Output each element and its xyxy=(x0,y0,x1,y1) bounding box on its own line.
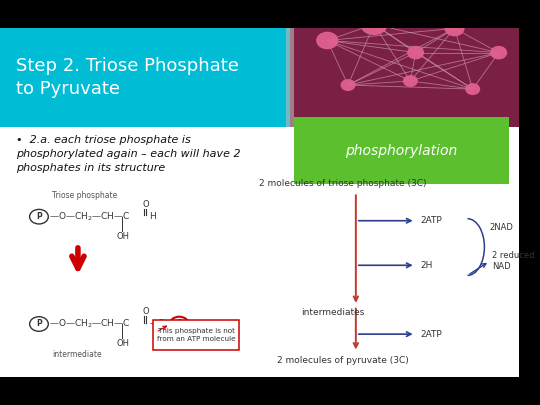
FancyBboxPatch shape xyxy=(286,28,294,127)
Circle shape xyxy=(491,47,507,59)
Text: intermediate: intermediate xyxy=(52,350,102,359)
Text: H: H xyxy=(150,212,157,221)
FancyBboxPatch shape xyxy=(0,0,519,28)
Circle shape xyxy=(317,32,338,49)
Text: Step 2. Triose Phosphate
to Pyruvate: Step 2. Triose Phosphate to Pyruvate xyxy=(16,57,239,98)
Text: This phosphate is not
from an ATP molecule: This phosphate is not from an ATP molecu… xyxy=(157,328,235,342)
FancyBboxPatch shape xyxy=(153,320,239,350)
Text: —O—: —O— xyxy=(150,320,174,328)
Text: —O—CH$_2$—CH—C: —O—CH$_2$—CH—C xyxy=(49,211,131,223)
Text: P: P xyxy=(177,320,182,328)
Text: P: P xyxy=(36,212,42,221)
Text: 2 reduced
NAD: 2 reduced NAD xyxy=(492,251,535,271)
FancyBboxPatch shape xyxy=(0,377,519,405)
Circle shape xyxy=(445,21,464,36)
Circle shape xyxy=(30,209,48,224)
Circle shape xyxy=(403,76,417,86)
Text: OH: OH xyxy=(117,339,130,348)
Circle shape xyxy=(341,80,355,90)
Circle shape xyxy=(361,14,387,34)
Text: 2ATP: 2ATP xyxy=(421,216,442,225)
Text: phosphorylation: phosphorylation xyxy=(345,144,457,158)
Text: 2 molecules of pyruvate (3C): 2 molecules of pyruvate (3C) xyxy=(277,356,409,365)
Text: OH: OH xyxy=(117,232,130,241)
Text: 2H: 2H xyxy=(421,261,433,270)
Text: Triose phosphate: Triose phosphate xyxy=(52,192,117,200)
Text: P: P xyxy=(36,320,42,328)
Text: intermediates: intermediates xyxy=(301,308,365,317)
Text: O: O xyxy=(143,200,150,209)
Text: 2NAD: 2NAD xyxy=(490,223,514,232)
FancyBboxPatch shape xyxy=(0,28,290,127)
Text: •  2.a. each triose phosphate is
phosphorylated again – each will have 2
phospha: • 2.a. each triose phosphate is phosphor… xyxy=(16,135,240,173)
FancyBboxPatch shape xyxy=(0,28,519,377)
FancyBboxPatch shape xyxy=(294,117,509,184)
Circle shape xyxy=(170,317,188,331)
Circle shape xyxy=(408,47,423,59)
Text: 2ATP: 2ATP xyxy=(421,330,442,339)
Circle shape xyxy=(466,84,480,94)
Circle shape xyxy=(30,317,48,331)
Text: 2 molecules of triose phosphate (3C): 2 molecules of triose phosphate (3C) xyxy=(259,179,427,188)
FancyBboxPatch shape xyxy=(290,28,519,127)
Text: O: O xyxy=(143,307,150,316)
Text: —O—CH$_2$—CH—C: —O—CH$_2$—CH—C xyxy=(49,318,131,330)
